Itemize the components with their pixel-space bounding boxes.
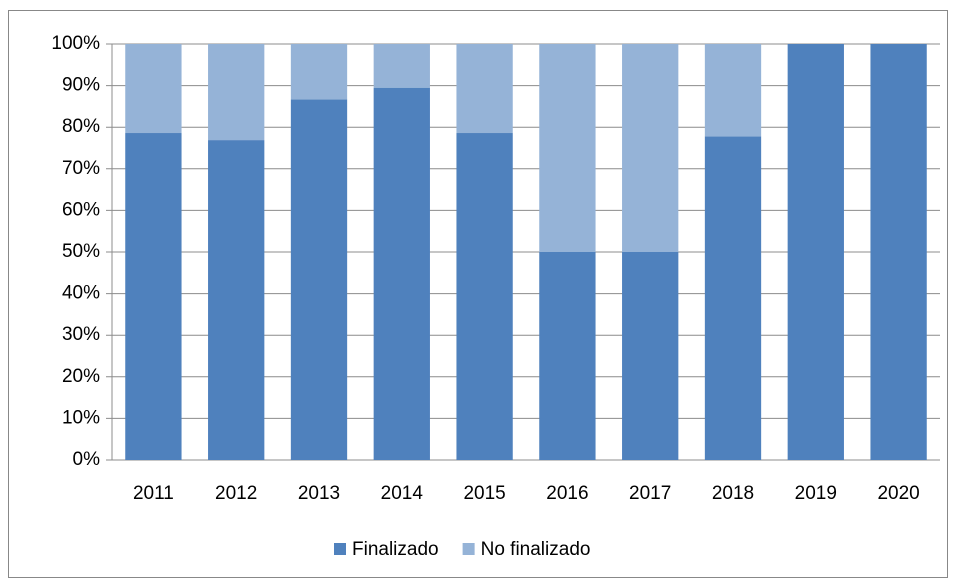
bar-segment [373,87,430,461]
bar-segment [622,44,679,252]
bar-segment [208,140,265,460]
bar-segment [208,44,265,141]
legend-label: Finalizado [352,539,439,560]
legend-label: No finalizado [481,539,591,560]
x-tick-label: 2018 [712,483,754,504]
legend-swatch [462,543,475,555]
y-tick-label: 60% [62,199,100,220]
bar-segment [373,44,430,88]
y-tick-label: 40% [62,283,100,304]
x-tick-label: 2013 [298,483,340,504]
bar-segment [704,136,762,461]
y-tick-label: 70% [62,158,100,179]
y-tick-label: 100% [51,33,100,54]
bar-segment [539,44,596,252]
y-tick-label: 30% [62,324,100,345]
legend-swatch [334,543,346,555]
y-tick-label: 10% [62,407,100,428]
x-tick-label: 2019 [795,483,837,504]
x-tick-label: 2011 [133,483,174,504]
bar-segment [125,133,182,461]
bar-segment [870,44,927,460]
x-tick-label: 2017 [629,483,671,504]
bar-segment [704,44,762,137]
y-tick-label: 20% [62,366,100,387]
y-tick-label: 80% [62,116,100,137]
x-tick-label: 2015 [463,483,505,504]
bar-segment [290,44,348,100]
bar-segment [622,252,679,460]
x-tick-label: 2014 [381,483,424,504]
bar-segment [456,133,513,461]
y-tick-label: 50% [62,241,100,262]
bar-segment [125,44,182,134]
x-tick-label: 2016 [546,483,588,504]
bar-segment [290,99,348,460]
y-tick-label: 90% [62,75,100,96]
bar-segment [787,44,844,460]
bar-segment [456,44,513,134]
x-tick-label: 2020 [877,483,919,504]
y-tick-label: 0% [73,449,101,470]
x-tick-label: 2012 [215,483,257,504]
bar-segment [539,252,596,460]
